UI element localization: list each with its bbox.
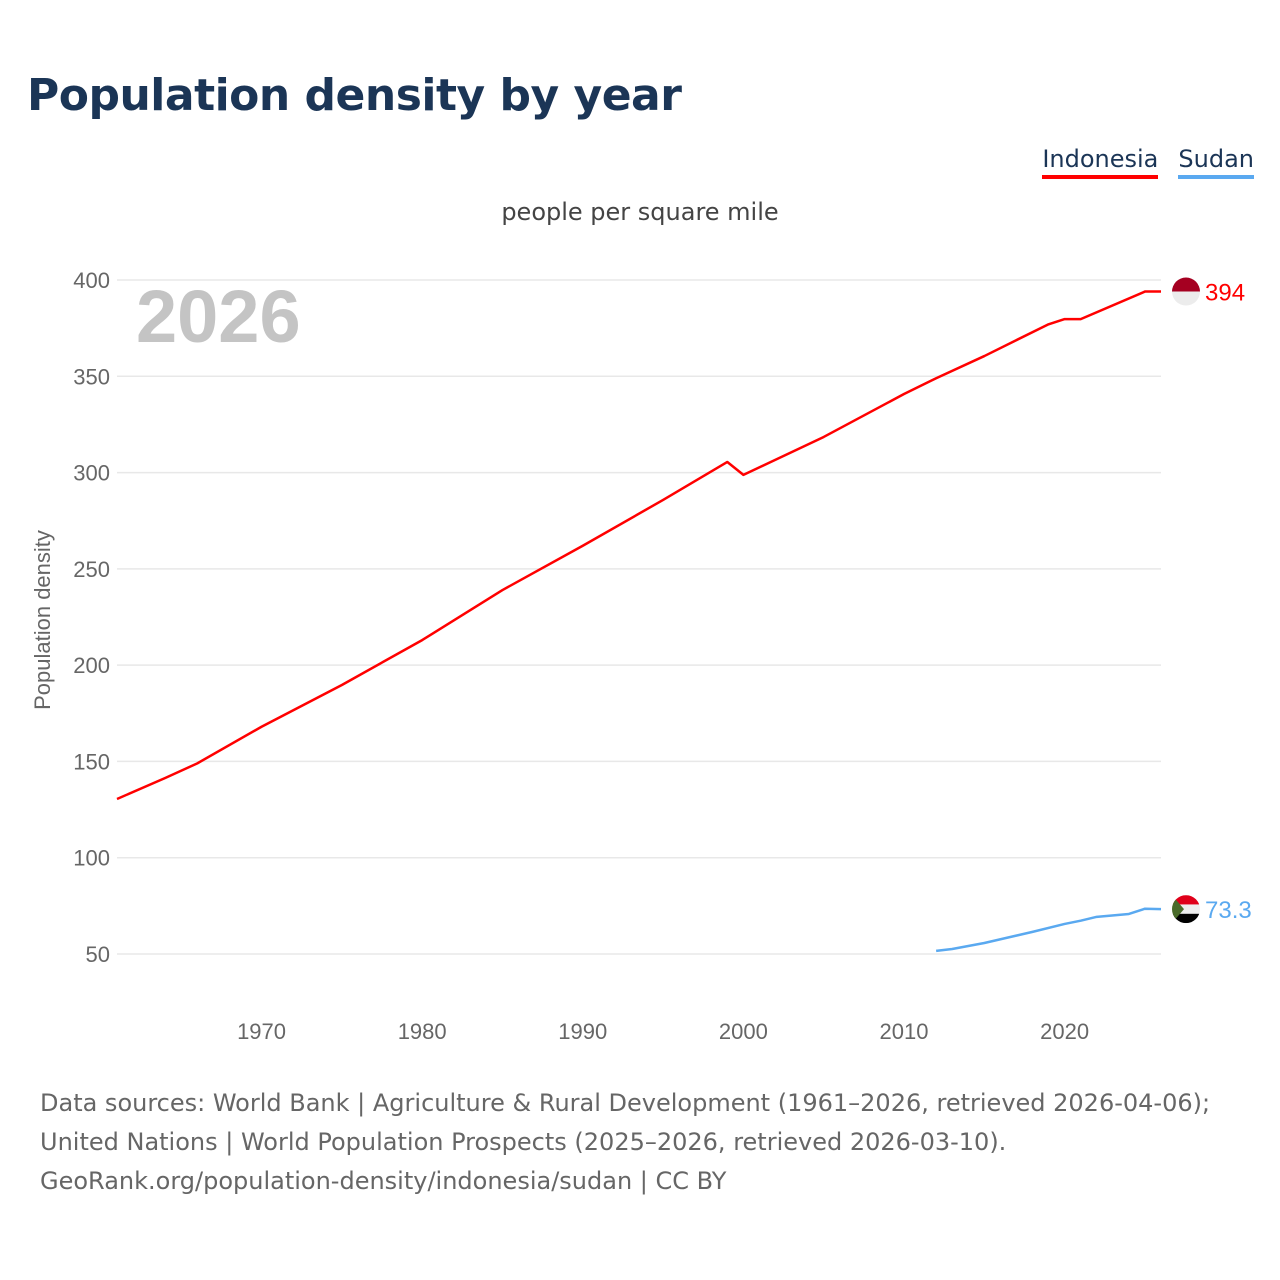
y-tick-label: 50	[86, 942, 110, 967]
y-tick-label: 200	[73, 653, 110, 678]
flag-stripe-black	[1172, 913, 1200, 924]
line-chart: 50 100 150 200 250 300 350 400 1970 1980 1990 2000 2…	[30, 268, 1252, 1044]
legend: Indonesia Sudan	[1042, 145, 1254, 179]
chart-title: Population density by year	[27, 70, 682, 121]
y-tick-label: 300	[73, 461, 110, 486]
y-tick-label: 150	[73, 749, 110, 774]
flag-stripe-white	[1172, 904, 1200, 914]
y-tick-label: 400	[73, 268, 110, 293]
footer: Data sources: World Bank | Agriculture &…	[40, 1084, 1250, 1201]
indonesia-flag-icon	[1172, 291, 1200, 306]
x-tick-label: 1980	[398, 1019, 447, 1044]
legend-item-sudan[interactable]: Sudan	[1178, 145, 1254, 179]
credit-link[interactable]: GeoRank.org/population-density/indonesia…	[40, 1167, 727, 1195]
legend-item-indonesia[interactable]: Indonesia	[1042, 145, 1159, 179]
series-line-sudan	[935, 907, 1162, 953]
x-tick-label: 2000	[719, 1019, 768, 1044]
y-tick-label: 100	[73, 846, 110, 871]
y-axis-label: Population density	[30, 530, 55, 710]
indonesia-flag-icon	[1172, 277, 1200, 292]
data-sources: Data sources: World Bank | Agriculture &…	[40, 1089, 1211, 1156]
x-tick-label: 2010	[880, 1019, 929, 1044]
flag-stripe-red	[1172, 895, 1200, 905]
x-tick-label: 1990	[558, 1019, 607, 1044]
chart-subtitle: people per square mile	[501, 198, 779, 226]
flag-triangle-green	[1172, 895, 1184, 924]
x-tick-label: 2020	[1040, 1019, 1089, 1044]
x-tick-label: 1970	[237, 1019, 286, 1044]
end-value-label-indonesia: 394	[1205, 280, 1245, 307]
y-tick-label: 350	[73, 364, 110, 389]
y-tick-label: 250	[73, 557, 110, 582]
year-watermark: 2026	[136, 275, 301, 358]
end-value-label-sudan: 73.3	[1205, 897, 1252, 924]
series-line-indonesia	[116, 290, 1161, 801]
